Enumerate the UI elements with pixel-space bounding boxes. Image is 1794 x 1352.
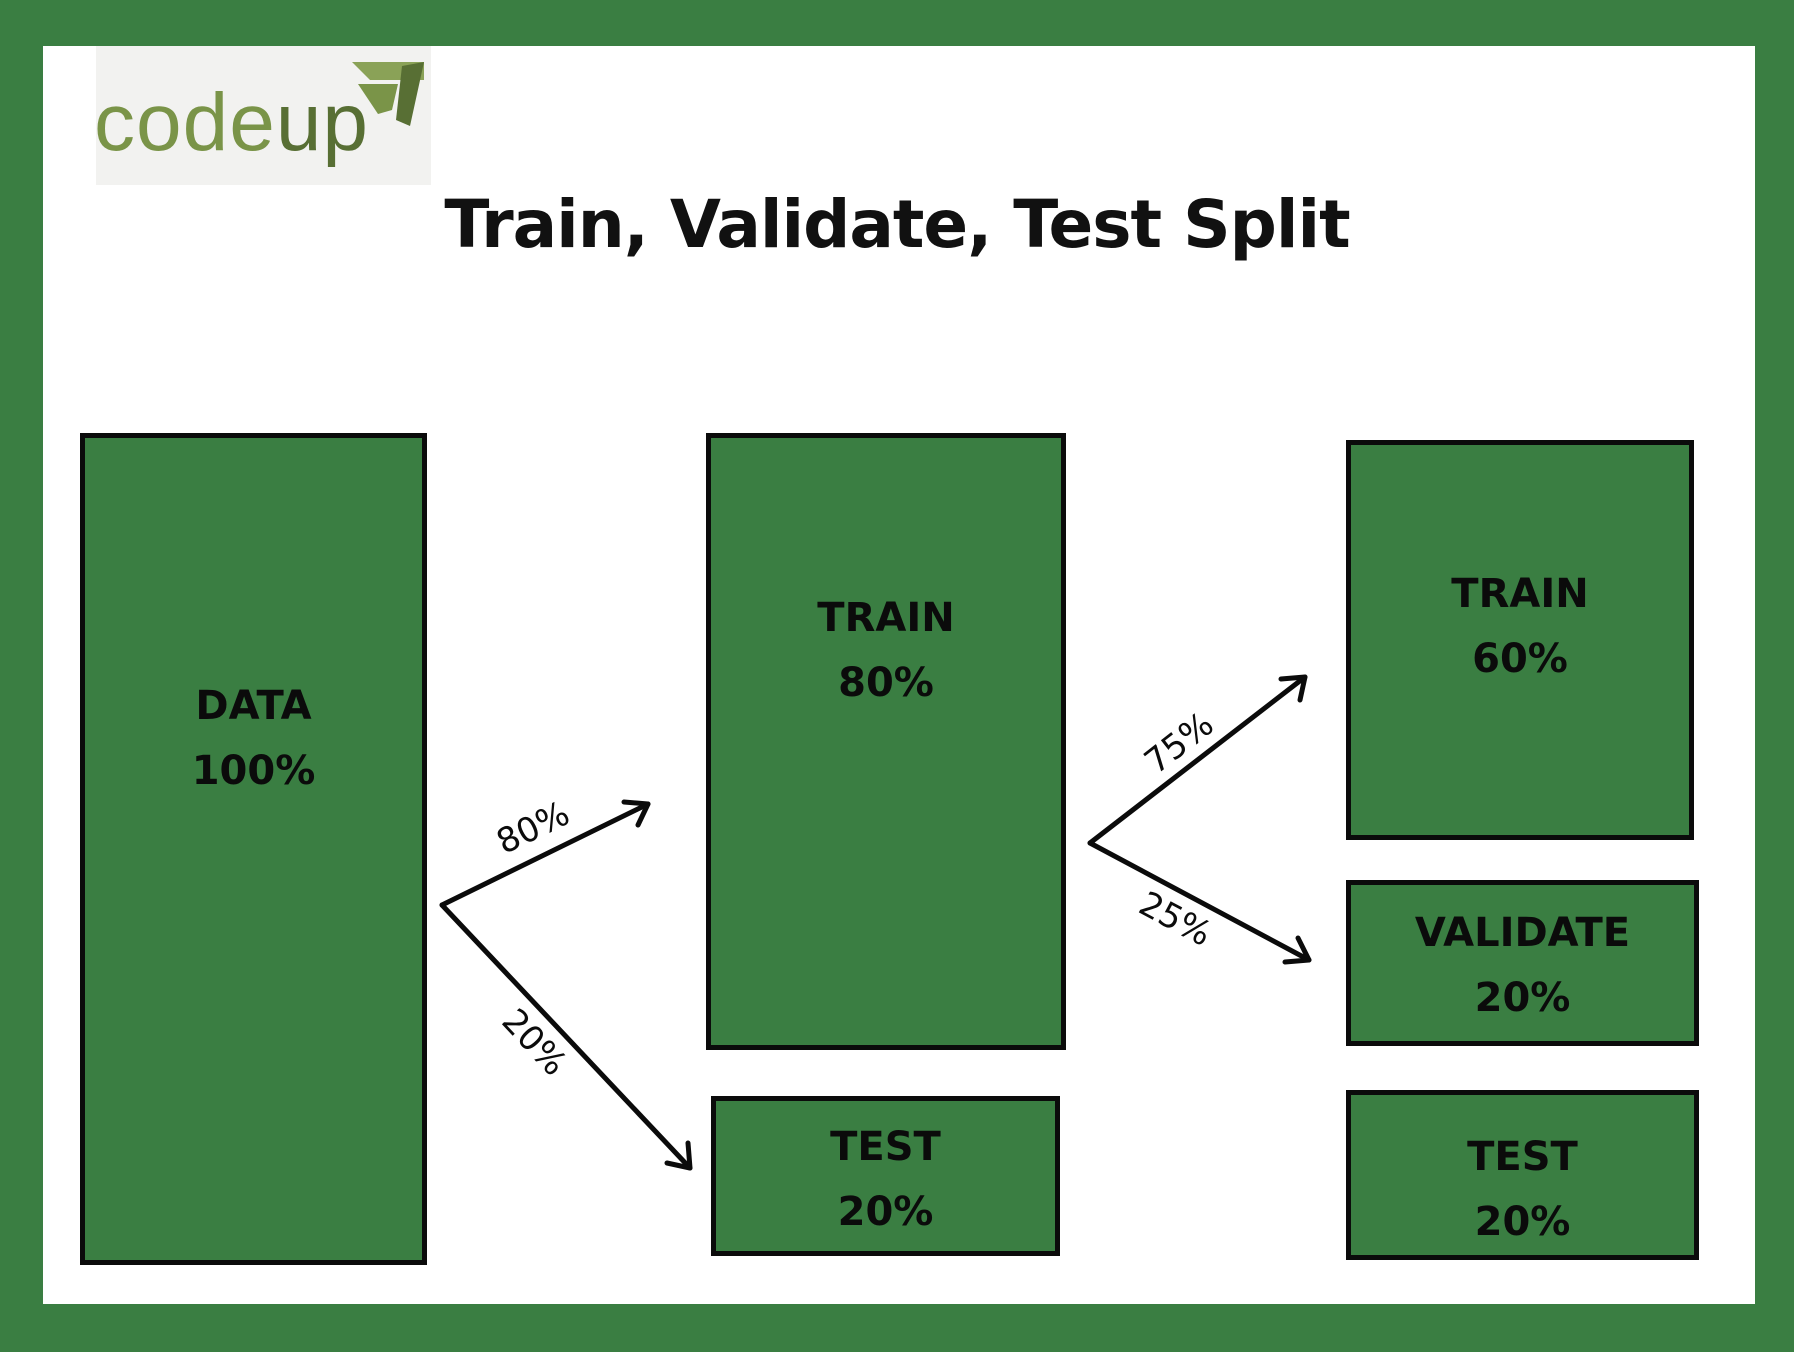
test-20-box-percent: 20%	[837, 1189, 934, 1235]
final-test-20-box-name: TEST	[1467, 1134, 1578, 1180]
logo-text-up: up	[275, 77, 370, 168]
validate-20-box-percent: 20%	[1474, 975, 1571, 1021]
split-label-first-train: 80%	[490, 794, 575, 863]
arrow-to-train-60	[1087, 674, 1308, 846]
data-box-name: DATA	[195, 683, 312, 729]
test-20-box: TEST 20%	[711, 1096, 1060, 1256]
train-60-box-percent: 60%	[1472, 636, 1568, 682]
train-60-box: TRAIN 60%	[1346, 440, 1694, 840]
data-box: DATA 100%	[80, 433, 427, 1265]
train-80-box: TRAIN 80%	[706, 433, 1066, 1050]
final-test-20-box-percent: 20%	[1474, 1199, 1571, 1245]
split-label-first-test: 20%	[494, 1001, 575, 1084]
arrowhead-to-train-60-icon	[1278, 674, 1308, 703]
arrow-to-validate-20	[1087, 840, 1312, 963]
arrowhead-to-train-80-icon	[621, 799, 651, 828]
validate-20-box: VALIDATE 20%	[1346, 880, 1699, 1046]
train-80-box-name: TRAIN	[817, 595, 955, 641]
split-label-second-validate: 25%	[1132, 884, 1218, 955]
arrowhead-to-validate-20-icon	[1282, 935, 1312, 965]
arrow-to-train-80	[439, 801, 651, 908]
data-box-percent: 100%	[191, 748, 316, 794]
train-60-box-name: TRAIN	[1451, 571, 1589, 617]
logo-text: codeup	[94, 82, 369, 164]
validate-20-box-name: VALIDATE	[1414, 910, 1631, 956]
diagram-title: Train, Validate, Test Split	[444, 186, 1350, 263]
final-test-20-box: TEST 20%	[1346, 1090, 1699, 1260]
logo-text-code: code	[94, 77, 276, 168]
arrowhead-to-test-20-icon	[664, 1140, 693, 1171]
codeup-logo-mark-icon	[352, 62, 424, 126]
arrow-to-test-20	[439, 902, 693, 1171]
train-80-box-percent: 80%	[838, 660, 934, 706]
split-label-second-train: 75%	[1137, 704, 1221, 782]
test-20-box-name: TEST	[830, 1124, 941, 1170]
